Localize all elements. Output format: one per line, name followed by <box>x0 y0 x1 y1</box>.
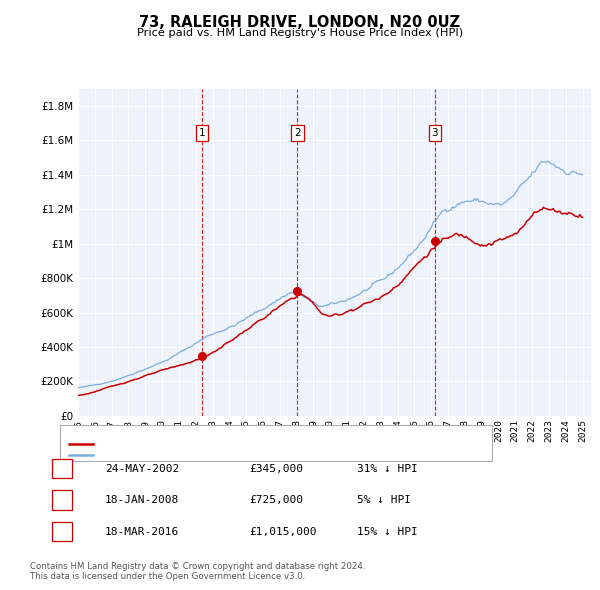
Text: 2: 2 <box>294 127 301 137</box>
Text: 24-MAY-2002: 24-MAY-2002 <box>105 464 179 474</box>
Text: 3: 3 <box>431 127 438 137</box>
Text: 15% ↓ HPI: 15% ↓ HPI <box>357 527 418 536</box>
Text: 2: 2 <box>59 494 66 507</box>
Text: 5% ↓ HPI: 5% ↓ HPI <box>357 496 411 505</box>
Text: Price paid vs. HM Land Registry's House Price Index (HPI): Price paid vs. HM Land Registry's House … <box>137 28 463 38</box>
Text: 1: 1 <box>59 463 66 476</box>
Text: £725,000: £725,000 <box>249 496 303 505</box>
Text: 73, RALEIGH DRIVE, LONDON, N20 0UZ: 73, RALEIGH DRIVE, LONDON, N20 0UZ <box>139 15 461 30</box>
Text: £1,015,000: £1,015,000 <box>249 527 317 536</box>
Text: 18-JAN-2008: 18-JAN-2008 <box>105 496 179 505</box>
Text: 31% ↓ HPI: 31% ↓ HPI <box>357 464 418 474</box>
Text: 18-MAR-2016: 18-MAR-2016 <box>105 527 179 536</box>
Text: £345,000: £345,000 <box>249 464 303 474</box>
Text: Contains HM Land Registry data © Crown copyright and database right 2024.
This d: Contains HM Land Registry data © Crown c… <box>30 562 365 581</box>
Text: 3: 3 <box>59 525 66 538</box>
Text: HPI: Average price, detached house, Barnet: HPI: Average price, detached house, Barn… <box>96 450 348 460</box>
Text: 73, RALEIGH DRIVE, LONDON, N20 0UZ (detached house): 73, RALEIGH DRIVE, LONDON, N20 0UZ (deta… <box>96 439 402 448</box>
Text: 1: 1 <box>199 127 205 137</box>
